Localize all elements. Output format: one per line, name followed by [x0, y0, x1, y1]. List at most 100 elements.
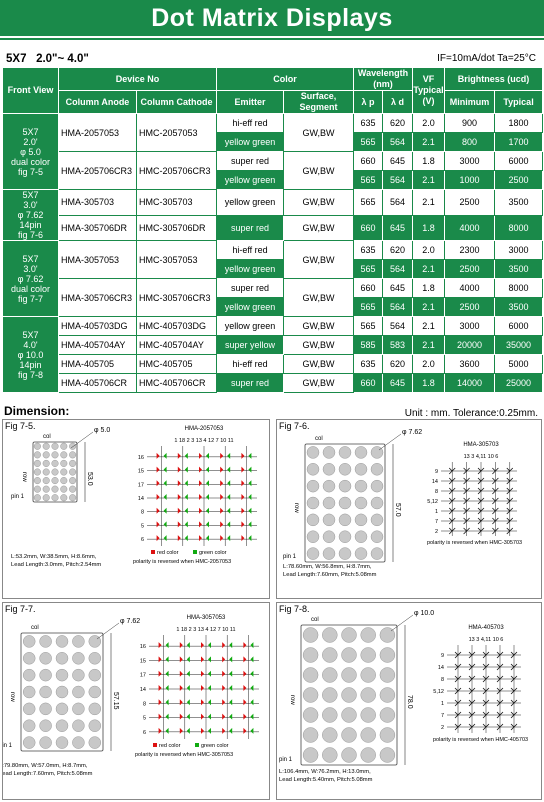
led-symbol: [463, 487, 470, 495]
green-led-symbol: [229, 685, 233, 691]
red-led-symbol: [201, 713, 204, 720]
led-dot: [60, 494, 68, 502]
led-dot: [72, 736, 85, 749]
red-led-symbol: [156, 535, 160, 542]
emitter-cell: super red: [216, 214, 284, 241]
green-led-symbol: [227, 452, 231, 459]
green-led-symbol: [250, 685, 254, 691]
led-symbol: [506, 507, 514, 515]
led-dot: [354, 446, 368, 459]
led-symbol: [496, 651, 504, 659]
led-dot: [55, 635, 69, 648]
dot-size-label: φ 7.62: [120, 618, 140, 625]
led-dot: [322, 530, 336, 543]
led-dot: [338, 513, 352, 527]
green-led-symbol: [227, 535, 231, 542]
green-led-symbol: [250, 656, 254, 663]
figure-7-8: Fig 7-8. 78.0 φ 10.0 col row pin 1 HMA-405703 1…: [276, 602, 542, 800]
red-led-symbol: [222, 727, 226, 734]
green-led-symbol: [208, 713, 211, 720]
row-label: row: [293, 503, 299, 513]
vf-cell: 2.0: [412, 113, 446, 133]
lambda-p-cell: 660: [353, 151, 383, 171]
led-dot: [42, 459, 50, 467]
led-dot: [341, 687, 357, 703]
schematic-row-pin: 6: [141, 537, 144, 543]
red-led-symbol: [177, 480, 181, 487]
green-led-symbol: [184, 521, 188, 528]
column-anode-cell: HMA-205706CR3: [58, 151, 137, 190]
led-dot: [72, 668, 85, 682]
table-row: HMA-205706CR3 HMC-205706CR3 super red GW,BW…: [3, 151, 544, 190]
green-led-symbol: [163, 452, 167, 459]
red-led-symbol: [241, 507, 245, 514]
led-dot: [322, 707, 338, 723]
column-cathode-cell: HMC-405704AY: [136, 335, 217, 355]
green-led-symbol: [227, 521, 231, 528]
green-led-symbol: [208, 656, 211, 663]
green-led-symbol: [248, 480, 252, 487]
green-led-symbol: [248, 494, 252, 500]
front-view-cell: 5X7 3.0' φ 7.62 14pin fig 7-6: [2, 189, 59, 241]
red-led-symbol: [241, 521, 245, 528]
led-dot: [23, 635, 36, 648]
led-dot: [60, 485, 68, 493]
led-dot: [306, 479, 320, 493]
red-led-symbol: [241, 466, 245, 473]
green-led-symbol: [227, 480, 231, 487]
led-dot: [354, 463, 368, 476]
header-typical: Typical: [494, 90, 544, 114]
led-dot: [338, 463, 352, 476]
green-led-symbol: [229, 656, 233, 663]
led-dot: [338, 496, 352, 510]
red-led-symbol: [158, 713, 162, 720]
led-dot: [55, 685, 69, 699]
red-led-symbol: [243, 670, 247, 677]
green-led-symbol: [186, 642, 190, 649]
schematic-row-pin: 5: [143, 716, 146, 722]
green-led-symbol: [186, 670, 190, 677]
figure-drawing: 53.0 φ 5.0 col row pin 1 HMA-2057053 1 18 2 3 …: [11, 426, 257, 568]
front-view-line: dual color: [10, 156, 51, 167]
table-row: HMA-405706CR HMC-405706CR super red GW,BW 66…: [3, 373, 544, 393]
led-dot: [55, 668, 69, 682]
red-legend-label: red color: [157, 550, 179, 556]
led-dot: [88, 685, 102, 699]
led-dot: [379, 627, 396, 643]
spec-line: L:78.60mm, W:56.8mm, H:8.7mm,: [283, 564, 372, 570]
vf-cell: 2.1: [412, 170, 446, 190]
led-dot: [51, 468, 59, 476]
emitter-cell: super red: [216, 373, 284, 393]
led-symbol: [468, 675, 476, 683]
schematic-row-pin: 15: [138, 469, 144, 475]
schematic-row-pin: 5,12: [433, 689, 444, 695]
led-symbol: [477, 527, 485, 535]
pin1-label: pin 1: [3, 743, 13, 749]
led-symbol: [468, 687, 476, 695]
header-device-no: Device No: [58, 67, 217, 91]
green-led-symbol: [184, 452, 188, 459]
led-dot: [322, 627, 338, 643]
red-led-symbol: [201, 656, 204, 663]
led-dot: [60, 468, 68, 476]
led-dot: [306, 463, 320, 476]
header-wavelength: Wavelength (nm): [352, 67, 414, 91]
red-led-symbol: [243, 727, 247, 734]
led-dot: [354, 530, 368, 543]
led-symbol: [510, 651, 518, 659]
figure-7-7: Fig 7-7. 57.15 φ 7.62 col row pin 1 HMA-305705…: [2, 602, 270, 800]
led-symbol: [482, 687, 490, 695]
red-led-symbol: [222, 642, 226, 649]
min-brightness-cell: 800: [444, 132, 496, 152]
led-dot: [306, 547, 320, 560]
vf-cell: 2.1: [412, 189, 446, 216]
red-led-symbol: [220, 494, 224, 500]
led-dot: [360, 627, 376, 643]
red-led-symbol: [177, 521, 181, 528]
red-led-symbol: [156, 480, 160, 487]
polarity-note: polarity is reversed when HMC-2057053: [133, 559, 231, 565]
red-led-symbol: [222, 656, 226, 663]
led-dot: [51, 459, 59, 467]
led-dot: [306, 530, 320, 543]
lambda-d-cell: 564: [381, 297, 414, 317]
